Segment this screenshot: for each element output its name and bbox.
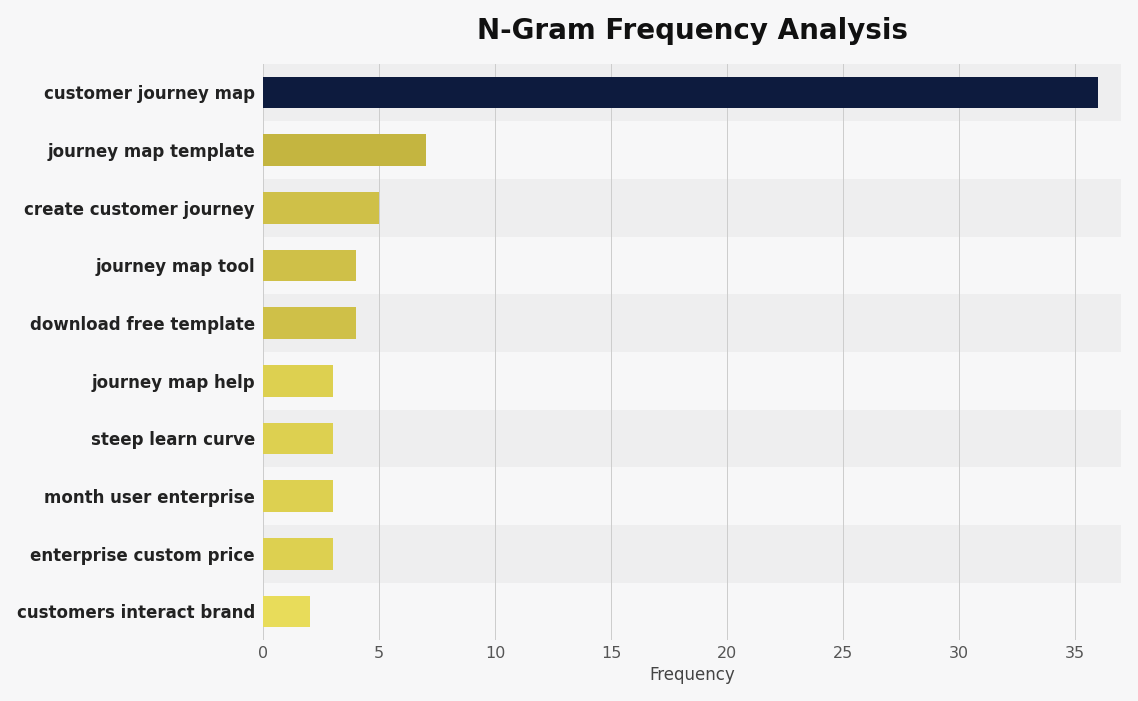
Bar [263,352,1121,409]
Bar [263,538,332,570]
Bar [263,192,379,224]
Bar [263,423,332,454]
Bar [263,179,1121,237]
Title: N-Gram Frequency Analysis: N-Gram Frequency Analysis [477,17,908,45]
Bar [263,307,356,339]
Bar [263,250,356,281]
X-axis label: Frequency: Frequency [650,667,735,684]
Bar [263,409,1121,468]
Bar [263,121,1121,179]
Bar [263,237,1121,294]
Bar [263,365,332,397]
Bar [263,76,1098,109]
Bar [263,596,310,627]
Bar [263,135,426,166]
Bar [263,583,1121,640]
Bar [263,64,1121,121]
Bar [263,525,1121,583]
Bar [263,294,1121,352]
Bar [263,480,332,512]
Bar [263,468,1121,525]
